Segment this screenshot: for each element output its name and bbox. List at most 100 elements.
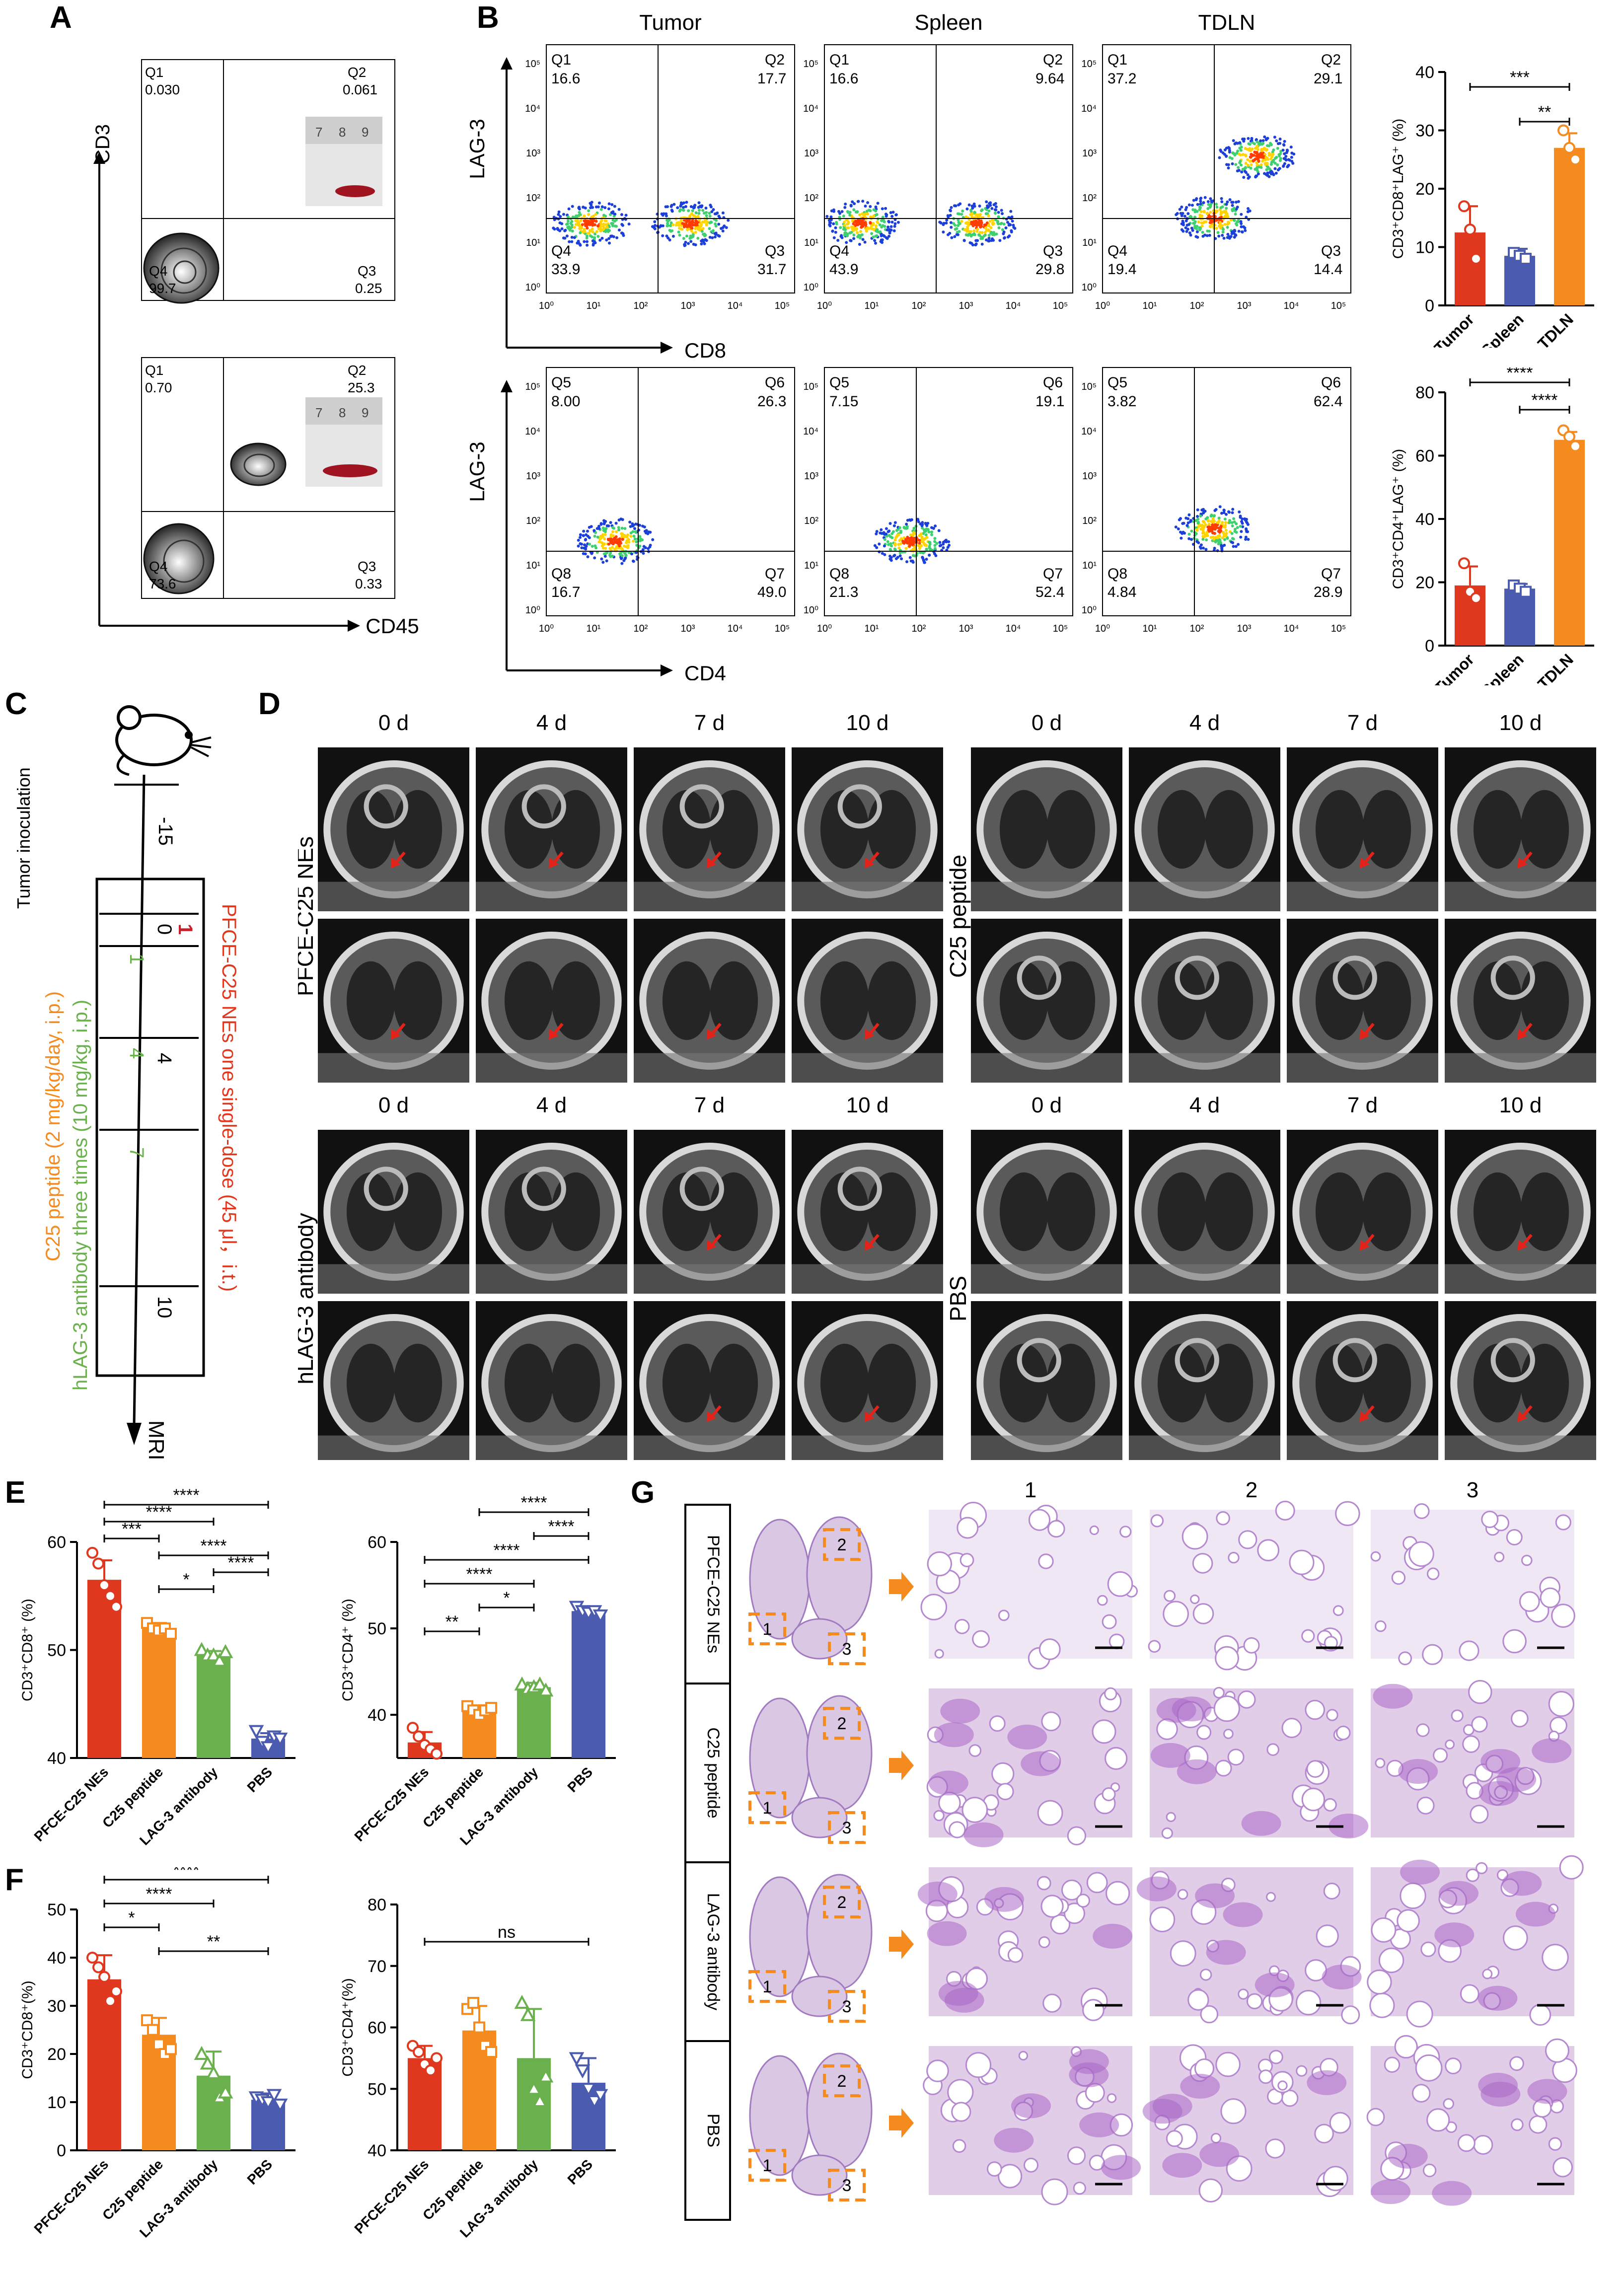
svg-text:Q2: Q2	[765, 52, 785, 68]
panel-a1-q2v: 0.061	[343, 82, 377, 97]
y-tick-label: 50	[47, 1641, 66, 1660]
lung-overview: 1 2 3	[748, 2052, 873, 2201]
panel-g-histology: 1 2 3 PFCE-C25 NEs 1 2 3 C25 peptide 1 2 3 LAG-3 an…	[684, 1478, 1584, 2221]
panel-a1-q1: Q1	[145, 65, 163, 80]
x-tick-label: Tumor	[1431, 650, 1477, 685]
data-point	[266, 2089, 282, 2103]
data-point	[431, 1748, 443, 1760]
tick-label: 10²	[634, 623, 648, 634]
panel-a2-q2v: 25.3	[348, 380, 375, 395]
data-point	[1563, 142, 1575, 154]
y-tick-label: 20	[1415, 180, 1434, 199]
tick-label: 10²	[1190, 300, 1204, 311]
panel-b-column-title: Tumor	[639, 10, 702, 35]
svg-text:52.4: 52.4	[1035, 584, 1064, 600]
tick-label: 10²	[804, 193, 818, 204]
ruler-9: 9	[362, 125, 369, 140]
tick-label: 10⁵	[803, 381, 818, 392]
arrow-right-icon	[889, 2108, 914, 2138]
mri-slice	[476, 919, 627, 1083]
arrow-head	[706, 1411, 717, 1422]
bar	[1554, 147, 1585, 305]
svg-text:17.7: 17.7	[757, 71, 786, 87]
timeline-green-text: hLAG-3 antibody three times (10 mg/kg, i…	[70, 1000, 91, 1391]
data-point	[110, 1601, 122, 1613]
histology-tile	[1150, 1686, 1369, 1839]
data-point	[98, 1579, 110, 1591]
roi-box	[828, 2169, 866, 2201]
roi-box	[823, 1528, 861, 1561]
panel-b-xlabel: CD8	[684, 339, 726, 362]
data-point	[538, 1683, 554, 1697]
mri-day-label: 7 d	[694, 1093, 725, 1117]
x-tick-label: PBS	[244, 2156, 276, 2188]
data-point	[92, 1961, 104, 1974]
mri-day-label: 4 d	[1189, 711, 1220, 735]
histology-tile	[1142, 2044, 1353, 2203]
roi-label: 3	[842, 1819, 852, 1837]
mri-slice	[634, 1130, 785, 1294]
roi-box	[828, 1990, 866, 2023]
arrow-head	[864, 1028, 875, 1040]
y-tick-label: 50	[368, 2080, 386, 2099]
significance-label: ****	[173, 1867, 200, 1880]
mri-group-label: PBS	[945, 1276, 971, 1321]
panel-letter-e: E	[5, 1475, 26, 1510]
tick-label: 10⁰	[1082, 605, 1097, 616]
tick-label: 10¹	[1082, 237, 1097, 248]
tick-label: 10³	[1237, 623, 1252, 634]
data-point	[1470, 592, 1482, 604]
histology-row-box	[684, 2040, 731, 2221]
data-point	[86, 1952, 98, 1964]
tick-label: 10²	[1190, 623, 1204, 634]
data-point	[86, 1546, 98, 1559]
data-point	[1569, 153, 1581, 166]
panel-letter-f: F	[5, 1863, 24, 1897]
arrow-head	[706, 857, 717, 869]
mri-slice	[792, 1301, 943, 1460]
arrow-head	[706, 1028, 717, 1040]
x-tick-label: Spleen	[1477, 650, 1527, 685]
tick-label: 10⁰	[817, 623, 832, 634]
data-point	[592, 1609, 608, 1624]
y-tick-label: 30	[47, 1997, 66, 2016]
histology-tile	[1367, 1855, 1584, 2028]
flow-plot: Q5 8.00 Q6 26.3 Q7 49.0 Q8 16.7 10⁰ 10⁰ 10¹ 10¹ 10² 1…	[525, 367, 795, 634]
y-axis-label: CD3⁺CD4⁺(%)	[340, 1978, 356, 2076]
x-tick-label: PBS	[565, 2156, 596, 2188]
tick-label: 10⁵	[775, 300, 790, 311]
y-axis-label: CD3⁺CD4⁺ (%)	[340, 1599, 356, 1701]
data-point	[110, 1985, 122, 1997]
significance-label: ****	[1507, 367, 1533, 382]
data-point	[581, 2083, 596, 2097]
svg-text:Q4: Q4	[829, 243, 849, 259]
panel-a-flow: CD3 CD45 Q1 0.030 Q2 0.061 Q3 0.25 Q4 99…	[92, 59, 419, 638]
bar	[517, 1687, 551, 1758]
significance-label: *	[503, 1589, 510, 1608]
tick-label: 10¹	[526, 237, 540, 248]
arrow-head	[501, 57, 513, 70]
arrow-right-icon	[889, 1572, 914, 1602]
mri-day-label: 7 d	[694, 711, 725, 735]
arrow-head	[706, 1240, 717, 1251]
tick-label: 10³	[959, 300, 973, 311]
significance-label: ****	[466, 1565, 493, 1584]
data-point	[141, 2014, 153, 2027]
mri-day-label: 0 d	[1032, 1093, 1062, 1117]
data-point	[272, 2098, 288, 2113]
panel-a1-q3v: 0.25	[355, 281, 382, 296]
tick-label: 10³	[804, 148, 818, 159]
timeline-mri: MRI	[144, 1420, 168, 1461]
y-tick-label: 40	[47, 1749, 66, 1768]
data-point	[407, 1722, 419, 1734]
roi-label: 3	[842, 1640, 852, 1659]
data-point	[194, 2046, 210, 2060]
svg-text:9.64: 9.64	[1035, 71, 1064, 87]
mri-day-label: 4 d	[1189, 1093, 1220, 1117]
svg-text:Q5: Q5	[1107, 374, 1127, 391]
tick-label: 10⁵	[1053, 623, 1068, 634]
x-tick-label: PFCE-C25 NEs	[352, 2156, 432, 2237]
y-axis-label: CD3⁺CD8⁺ (%)	[19, 1599, 36, 1701]
arrow-head	[501, 380, 513, 392]
